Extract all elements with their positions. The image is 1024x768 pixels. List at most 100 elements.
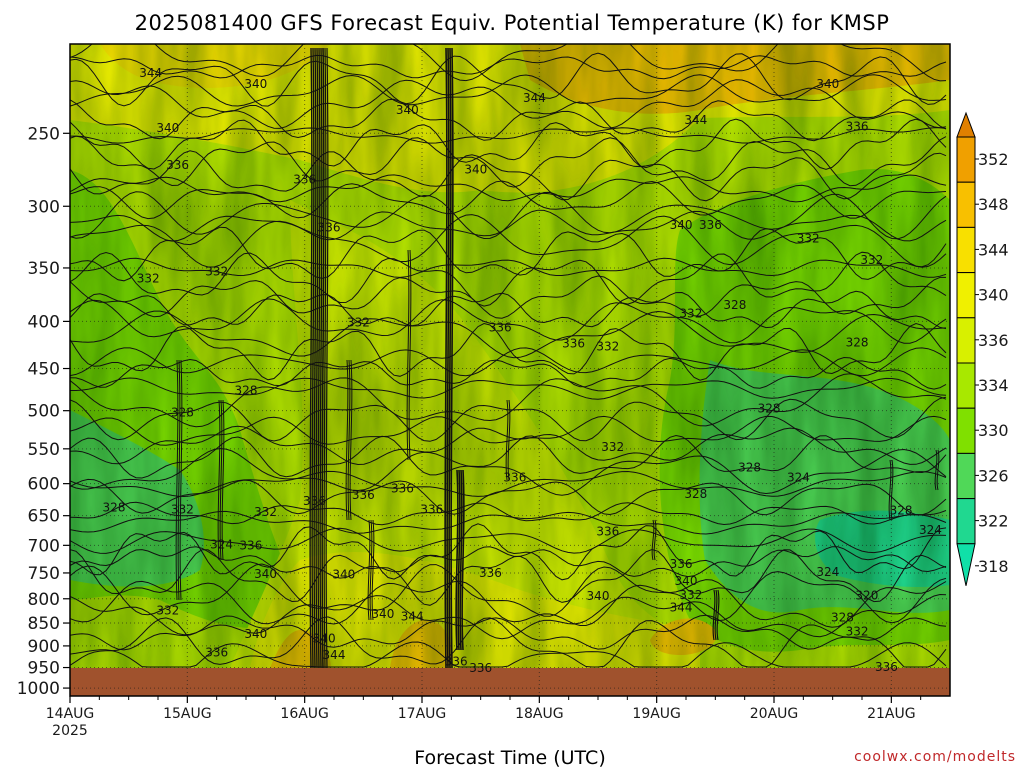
contour-label: 324 [210,537,233,551]
contour-label: 332 [137,271,160,285]
contour-line [70,523,947,581]
y-tick-label: 550 [28,440,60,460]
contour-label: 344 [323,648,346,662]
contour-line [70,257,947,278]
contour-bundle-line [888,459,892,521]
contour-label: 340 [244,77,267,91]
colorbar: 352 348 344 340 336 334 330 326 322 318 [956,111,1009,586]
colorbar-label: 334 [978,376,1009,395]
contour-line [70,54,947,80]
x-tick-label: 20AUG [750,706,799,722]
contour-label: 328 [831,611,854,625]
colorbar-label: 326 [978,466,1009,485]
contour-label: 324 [919,523,942,537]
colorbar-label: 318 [978,557,1009,576]
y-tick-label: 300 [28,197,60,217]
colorbar-label: 336 [978,331,1009,350]
contour-bundle-line [345,359,349,521]
contour-line [70,510,947,535]
contour-bundle-line [890,459,894,521]
contour-label: 344 [684,113,707,127]
contour-line [70,52,947,107]
contour-label: 340 [670,218,693,232]
contour-label: 344 [670,601,693,615]
contour-bundle-line [317,47,321,669]
x-axis-label: Forecast Time (UTC) [414,747,605,768]
contour-line [70,251,947,307]
y-tick-label: 950 [28,659,60,679]
contour-label: 344 [523,91,546,105]
colorbar-segment [956,407,976,454]
contour-line [70,191,947,240]
y-tick-label: 850 [28,614,60,634]
contour-bundle-line [319,47,323,669]
colorbar-segment [956,272,976,319]
contour-line [70,527,947,554]
contour-bundle-line [177,359,181,601]
colorbar-segment [956,136,976,183]
contour-label: 340 [313,632,336,646]
y-tick-label: 900 [28,637,60,657]
contour-bundle-line [371,519,375,621]
contour-bundle-line [936,449,940,491]
colorbar-label: 322 [978,512,1009,531]
contour-line [70,641,947,668]
contour-label: 336 [166,158,189,172]
x-tick-label: 17AUG [398,706,447,722]
contour-bundle-line [406,249,410,461]
x-tick-label: 16AUG [280,706,329,722]
contour-label: 336 [562,337,585,351]
contour-bundle-line [457,469,461,651]
contour-bundle-line [309,47,313,669]
y-tick-label: 750 [28,564,60,584]
contour-bundle-line [455,469,459,651]
contour-label: 336 [205,646,228,660]
contour-bundle-line [313,47,317,669]
colorbar-label: 344 [978,240,1009,259]
contour-bundle-line [321,47,325,669]
colorbar-segment [956,362,976,409]
contour-line [70,593,947,640]
chart-title: 2025081400 GFS Forecast Equiv. Potential… [135,11,890,35]
contour-label: 336 [503,471,526,485]
contour-bundle-line [444,47,448,669]
contour-label: 340 [244,627,267,641]
contour-label: 336 [352,488,375,502]
contour-line [70,290,947,330]
contour-label: 344 [139,66,162,80]
contour-label: 328 [171,406,194,420]
contour-label: 336 [699,218,722,232]
contour-label: 328 [758,402,781,416]
contour-line [70,174,947,203]
x-tick-label: 14AUG [46,706,95,722]
contour-bundle-line [507,399,511,481]
contour-line [70,44,947,82]
colorbar-bottom-arrow [956,543,976,586]
contour-line [70,310,947,359]
contour-label: 332 [797,232,820,246]
contour-bundle-line [505,399,509,481]
contour-label: 336 [420,502,443,516]
contour-line [70,548,947,606]
contour-label: 328 [738,460,761,474]
contour-bundle-line [446,47,450,669]
contour-line [70,98,947,142]
contour-label: 332 [347,315,370,329]
contour-line [70,79,947,129]
contour-label: 332 [601,440,624,454]
contour-label: 340 [464,162,487,176]
x-tick-label: 21AUG [867,706,916,722]
colorbar-label: 352 [978,150,1009,169]
contour-line [70,322,947,381]
contour-label: 344 [401,609,424,623]
contour-label: 340 [371,607,394,621]
colorbar-top-arrow [956,111,976,138]
contour-line [70,501,947,526]
contour-bundle-line [217,399,221,561]
contour-line [70,209,947,242]
contour-label: 324 [816,565,839,579]
contour-line [70,614,947,651]
contour-bundle-line [459,469,463,651]
y-tick-label: 650 [28,507,60,527]
